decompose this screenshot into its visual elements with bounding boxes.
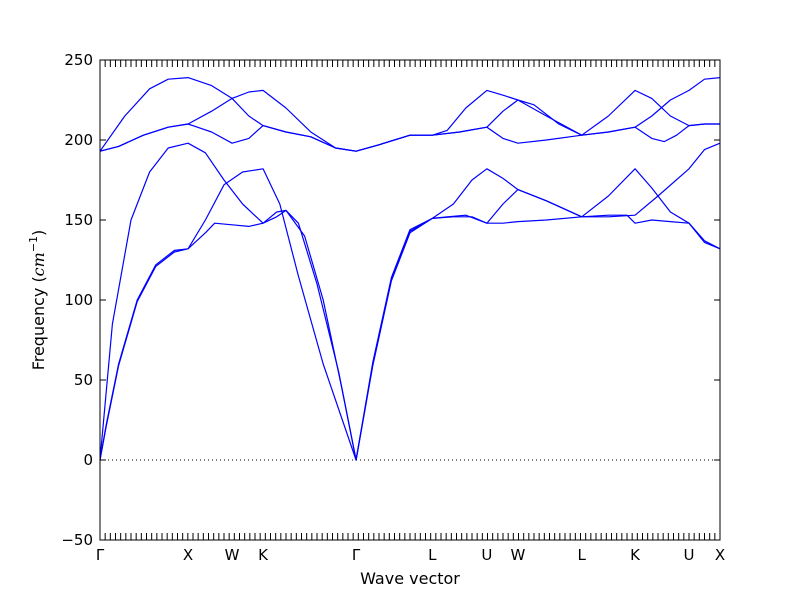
y-tick-label: 250	[64, 51, 93, 69]
x-tick-label: L	[578, 546, 587, 564]
x-tick-label: L	[428, 546, 437, 564]
plot-frame	[99, 59, 721, 541]
y-tick-label: 50	[74, 371, 93, 389]
y-tick-label: 150	[64, 211, 93, 229]
series-line-3	[99, 142, 721, 461]
x-tick-label: Γ	[352, 546, 361, 564]
x-tick-label: K	[258, 546, 269, 564]
x-tick-label: X	[715, 546, 725, 564]
series-line-1	[99, 209, 721, 461]
x-tick-label: W	[510, 546, 525, 564]
x-tick-label: Γ	[96, 546, 105, 564]
y-axis-title: Frequency (cm−1)	[27, 230, 48, 371]
x-tick-label: U	[481, 546, 492, 564]
y-tick-label: −50	[61, 531, 93, 549]
y-axis: −50 0 50 100 150 200 250	[61, 51, 720, 549]
x-tick-label: W	[225, 546, 240, 564]
x-tick-label: K	[630, 546, 641, 564]
series-line-4	[99, 89, 720, 152]
series-layer	[99, 77, 721, 461]
y-tick-label: 100	[64, 291, 93, 309]
y-tick-label: 0	[83, 451, 93, 469]
y-tick-label: 200	[64, 131, 93, 149]
x-axis-title: Wave vector	[360, 569, 460, 588]
x-tick-label: U	[684, 546, 695, 564]
x-tick-label: X	[183, 546, 193, 564]
series-line-6	[99, 77, 721, 152]
series-line-2	[99, 168, 721, 461]
